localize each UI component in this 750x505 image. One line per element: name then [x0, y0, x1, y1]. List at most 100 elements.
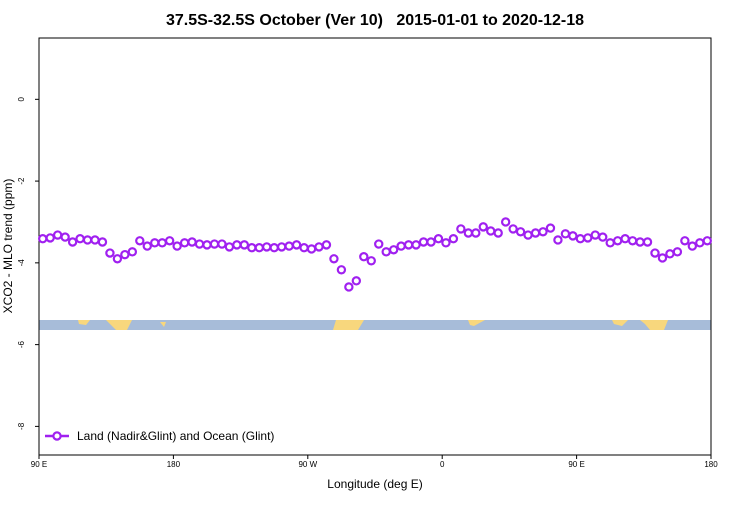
- point: [545, 223, 556, 233]
- map-strip: [39, 320, 711, 330]
- y-tick-label: -2: [17, 177, 26, 185]
- x-tick-label: 90 W: [298, 460, 317, 469]
- point: [687, 241, 698, 251]
- point: [426, 237, 436, 247]
- point: [433, 234, 444, 244]
- point: [448, 234, 459, 244]
- point: [672, 247, 683, 257]
- point: [612, 236, 623, 246]
- point: [702, 236, 712, 246]
- x-tick-label: 180: [167, 460, 181, 469]
- point: [224, 242, 235, 252]
- land: [160, 322, 166, 327]
- chart-title: 37.5S-32.5S October (Ver 10) 2015-01-01 …: [166, 12, 584, 29]
- point: [695, 238, 705, 248]
- point: [284, 241, 294, 251]
- point: [456, 224, 466, 234]
- point: [351, 276, 362, 286]
- point: [187, 237, 197, 247]
- land: [612, 320, 628, 326]
- point: [620, 234, 630, 244]
- point: [336, 265, 347, 275]
- plot-frame: [38, 37, 712, 456]
- y-tick-label: -6: [17, 341, 26, 349]
- land: [640, 320, 668, 330]
- point: [321, 240, 332, 250]
- point: [164, 236, 175, 246]
- point: [67, 237, 78, 247]
- legend-label: Land (Nadir&Glint) and Ocean (Glint): [77, 429, 274, 443]
- point: [441, 238, 451, 248]
- point: [366, 256, 376, 266]
- point: [276, 242, 287, 252]
- point: [75, 234, 85, 244]
- point: [209, 239, 220, 249]
- point: [486, 226, 496, 236]
- point: [388, 245, 399, 255]
- x-axis-label: Longitude (deg E): [327, 477, 422, 491]
- point: [463, 228, 474, 238]
- point: [90, 235, 100, 245]
- land: [78, 320, 90, 325]
- point: [642, 237, 653, 247]
- point: [202, 240, 212, 250]
- point: [217, 239, 227, 249]
- point: [583, 233, 593, 243]
- y-tick-label: -4: [17, 259, 26, 267]
- point: [299, 243, 309, 253]
- land: [333, 320, 364, 330]
- y-axis-label: XCO2 - MLO trend (ppm): [1, 179, 15, 314]
- legend-marker: [52, 431, 62, 441]
- point: [142, 241, 152, 251]
- point: [329, 254, 339, 264]
- point: [605, 238, 615, 248]
- point: [568, 231, 578, 241]
- point: [127, 247, 138, 257]
- point: [493, 228, 503, 238]
- point: [112, 254, 123, 264]
- point: [52, 230, 63, 240]
- point: [515, 227, 526, 237]
- point: [523, 230, 533, 240]
- point: [635, 237, 645, 247]
- x-tick-label: 90 E: [31, 460, 47, 469]
- point: [381, 247, 391, 257]
- point: [575, 234, 586, 244]
- point: [665, 249, 675, 259]
- point: [650, 248, 660, 258]
- point: [403, 240, 414, 250]
- point: [105, 248, 115, 258]
- x-tick-label: 90 E: [568, 460, 584, 469]
- point: [232, 240, 242, 250]
- point: [359, 252, 369, 262]
- point: [247, 243, 257, 253]
- point: [82, 235, 93, 245]
- point: [598, 232, 608, 242]
- point: [560, 229, 571, 239]
- land: [106, 320, 132, 330]
- point: [291, 240, 302, 250]
- point: [97, 237, 108, 247]
- point: [45, 233, 55, 243]
- y-tick-label: -8: [17, 422, 26, 430]
- ocean: [39, 320, 711, 330]
- point: [680, 236, 690, 246]
- point: [471, 228, 481, 238]
- point: [418, 237, 429, 247]
- point: [538, 227, 548, 237]
- x-tick-label: 180: [704, 460, 718, 469]
- point: [411, 240, 421, 250]
- point: [135, 236, 145, 246]
- point: [120, 249, 130, 260]
- point: [172, 241, 182, 251]
- point: [314, 242, 324, 252]
- point: [269, 243, 279, 253]
- point: [627, 236, 638, 246]
- legend: Land (Nadir&Glint) and Ocean (Glint): [45, 429, 274, 443]
- point: [553, 235, 563, 245]
- point: [262, 242, 272, 252]
- point: [478, 222, 488, 232]
- point: [239, 240, 250, 250]
